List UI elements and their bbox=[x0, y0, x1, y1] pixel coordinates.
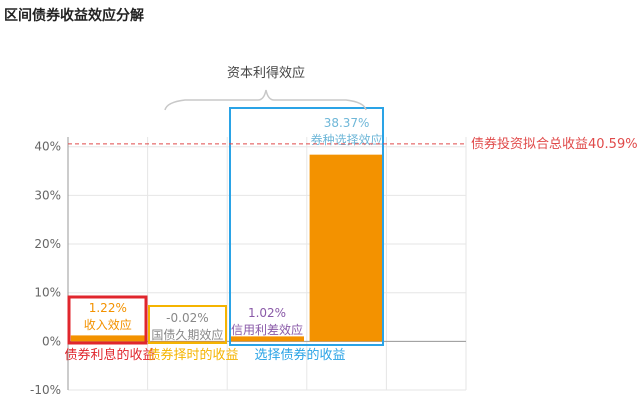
bar-name-label: 券种选择效应 bbox=[311, 132, 383, 147]
brace-label: 资本利得效应 bbox=[227, 65, 305, 81]
bar-value-label: -0.02% bbox=[166, 311, 208, 325]
y-tick-label: 10% bbox=[34, 286, 61, 300]
group-box bbox=[229, 107, 384, 346]
group-box bbox=[67, 295, 148, 345]
group-label: 选择债券的收益 bbox=[254, 347, 345, 363]
bar bbox=[70, 335, 145, 342]
bar-value-label: 1.22% bbox=[89, 301, 127, 315]
y-tick-label: 0% bbox=[42, 334, 61, 348]
bar-name-label: 收入效应 bbox=[84, 317, 132, 332]
total-return-label: 债券投资拟合总收益40.59% bbox=[471, 136, 638, 152]
bar-value-label: 38.37% bbox=[324, 116, 370, 130]
y-tick-label: -10% bbox=[30, 383, 61, 397]
bar-name-label: 国债久期效应 bbox=[151, 327, 223, 342]
group-box bbox=[148, 305, 227, 344]
chart-title: 区间债券收益效应分解 bbox=[4, 8, 144, 24]
group-label: 债券利息的收益 bbox=[64, 347, 155, 363]
bar-value-label: 1.02% bbox=[248, 306, 286, 320]
bar-name-label: 信用利差效应 bbox=[231, 322, 303, 337]
y-tick-label: 30% bbox=[34, 188, 61, 202]
bar bbox=[230, 336, 304, 342]
brace bbox=[164, 89, 367, 111]
group-label: 债券择时的收益 bbox=[147, 347, 238, 363]
y-tick-label: 40% bbox=[34, 140, 61, 154]
bar bbox=[309, 154, 384, 342]
bar bbox=[150, 341, 225, 342]
y-tick-label: 20% bbox=[34, 237, 61, 251]
